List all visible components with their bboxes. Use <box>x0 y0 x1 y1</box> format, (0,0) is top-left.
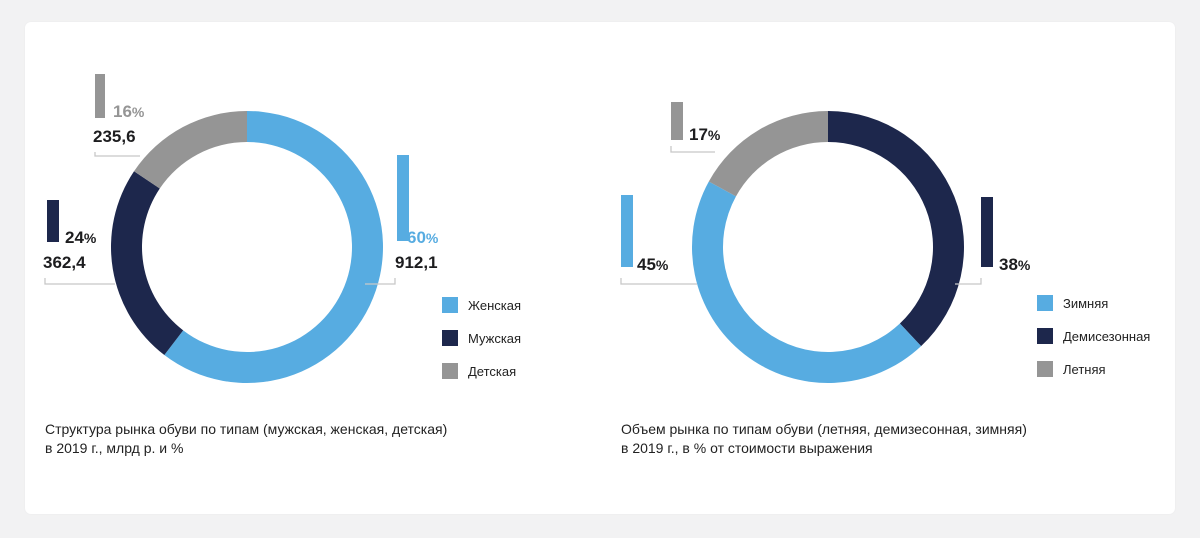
callout-leader-line <box>94 152 140 157</box>
callout-leader-line <box>365 278 396 285</box>
donut-slice-детская <box>134 111 247 189</box>
legend-label: Женская <box>468 297 521 313</box>
callout-bar <box>95 74 105 118</box>
callout-leader-line <box>670 146 715 153</box>
callout-leader-line <box>44 278 115 285</box>
legend-item-demisezonnaya: Демисезонная <box>1037 327 1150 345</box>
callout-bar <box>981 197 993 267</box>
percent-label: 45% <box>637 255 669 274</box>
legend-item-zimnyaya: Зимняя <box>1037 294 1150 312</box>
donut-charts: 60% 912,1 24% 362,4 16% 235,6 38% 45% 17% <box>43 74 1031 384</box>
value-label: 362,4 <box>43 253 86 272</box>
legend-item-detskaya: Детская <box>442 362 521 380</box>
caption-chart-2: Объем рынка по типам обуви (летняя, деми… <box>621 420 1027 458</box>
legend-label: Зимняя <box>1063 295 1109 311</box>
legend-chart-2: Зимняя Демисезонная Летняя <box>1037 294 1150 378</box>
legend-label: Демисезонная <box>1063 328 1151 344</box>
legend-label: Детская <box>468 363 517 379</box>
value-label: 912,1 <box>395 253 438 272</box>
donut-slice-женская <box>164 111 383 383</box>
legend-label: Мужская <box>468 330 522 346</box>
percent-label: 17% <box>689 125 721 144</box>
percent-label: 16% <box>113 102 145 121</box>
legend-swatch <box>1037 295 1053 311</box>
caption-line: Объем рынка по типам обуви (летняя, деми… <box>621 421 1027 437</box>
legend-label: Летняя <box>1063 361 1106 377</box>
legend-swatch <box>1037 361 1053 377</box>
caption-line: Структура рынка обуви по типам (мужская,… <box>45 421 448 437</box>
callout-leader-line <box>620 278 697 285</box>
legend-item-zhenskaya: Женская <box>442 296 521 314</box>
callout-bar <box>671 102 683 140</box>
percent-label: 38% <box>999 255 1031 274</box>
legend-swatch <box>442 297 458 313</box>
legend-swatch <box>442 330 458 346</box>
callout-bar <box>397 155 409 241</box>
callout-bar <box>621 195 633 267</box>
legend-swatch <box>1037 328 1053 344</box>
charts-card: 60% 912,1 24% 362,4 16% 235,6 38% 45% 17% Женска… <box>25 22 1175 514</box>
legend-swatch <box>442 363 458 379</box>
legend-chart-1: Женская Мужская Детская <box>442 296 521 380</box>
callout-leader-line <box>955 278 982 285</box>
donut-slice-зимняя <box>691 181 922 384</box>
donut-slice-демисезонная <box>828 111 964 347</box>
percent-label: 60% <box>407 228 439 247</box>
caption-line: в 2019 г., млрд р. и % <box>45 440 184 456</box>
donut-slice-мужская <box>111 171 184 355</box>
callout-bar <box>47 200 59 242</box>
value-label: 235,6 <box>93 127 136 146</box>
legend-item-letnyaya: Летняя <box>1037 360 1150 378</box>
caption-chart-1: Структура рынка обуви по типам (мужская,… <box>45 420 447 458</box>
caption-line: в 2019 г., в % от стоимости выражения <box>621 440 873 456</box>
percent-label: 24% <box>65 228 97 247</box>
legend-item-muzhskaya: Мужская <box>442 329 521 347</box>
donut-slice-летняя <box>708 111 828 197</box>
